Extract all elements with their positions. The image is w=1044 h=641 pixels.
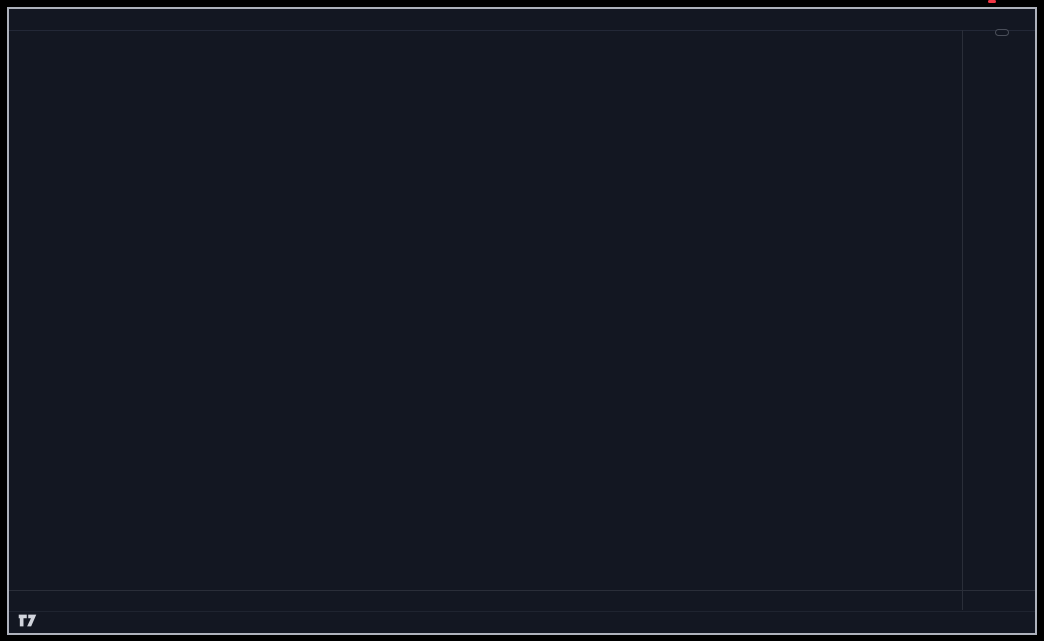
time-axis-divider xyxy=(9,590,1035,591)
currency-button[interactable] xyxy=(995,29,1009,36)
tradingview-logo-icon xyxy=(18,614,37,627)
publish-bar-divider xyxy=(9,30,1035,31)
last-price-badge xyxy=(988,0,996,3)
price-axis[interactable] xyxy=(963,30,1037,610)
footer-divider xyxy=(9,611,1035,612)
time-axis[interactable] xyxy=(9,590,962,611)
price-axis-divider xyxy=(962,30,963,610)
footer-bar[interactable] xyxy=(18,613,43,628)
chart-panel xyxy=(7,7,1037,635)
